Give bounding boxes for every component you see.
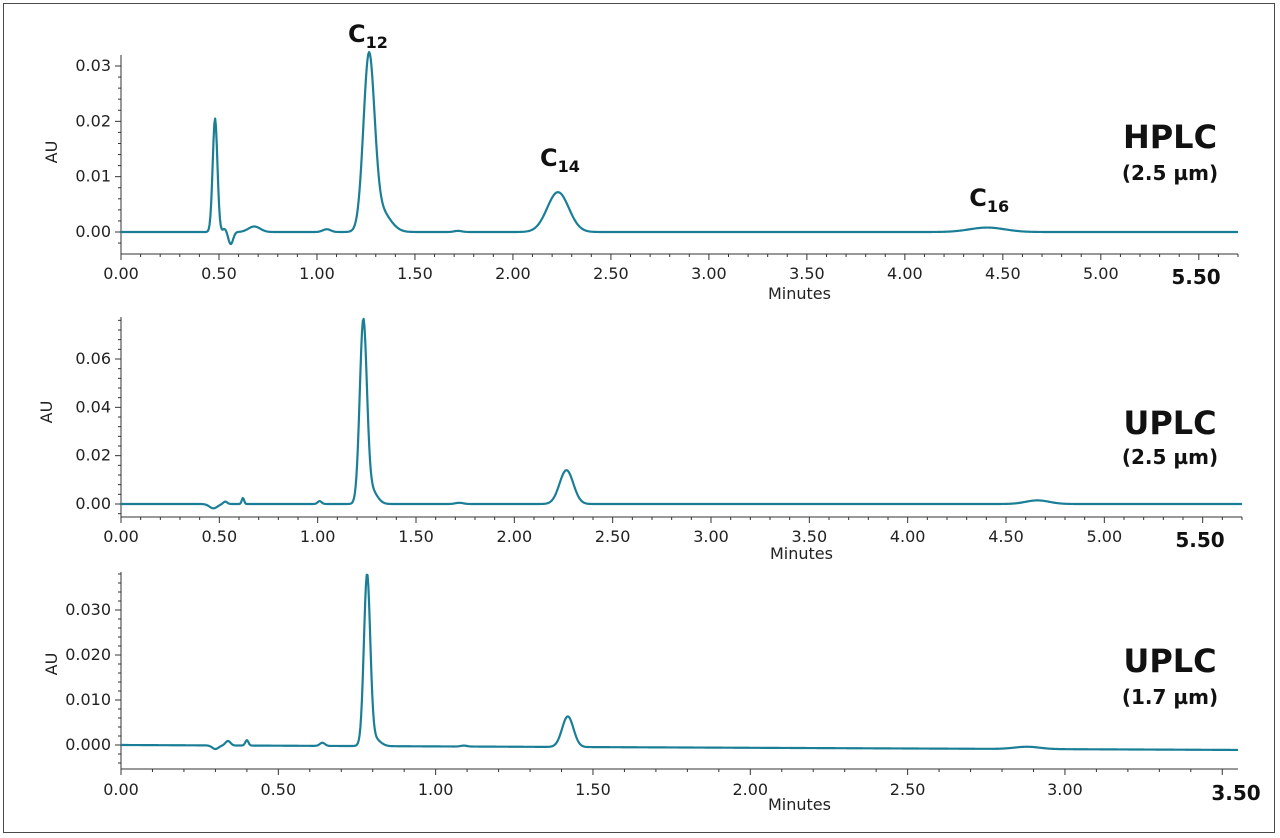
chromatogram-panel-3: 0.000 0.010 0.020 0.030 0.00 0.50 1.00 1.50 2.00… [42,572,1261,814]
x-tick-label: 4.00 [890,527,926,546]
x-tick-label: 3.50 [789,264,825,283]
x-tick-label: 1.00 [418,780,454,799]
x-tick-label: 1.50 [398,527,434,546]
x-tick-label: 4.50 [988,527,1024,546]
y-tick-label: 0.03 [75,56,111,75]
x-tick-label: 3.00 [691,264,727,283]
x-tick-label: 2.00 [732,780,768,799]
x-tick-label: 0.50 [201,264,237,283]
x-tick-label: 5.00 [1083,264,1119,283]
x-tick-label: 4.50 [985,264,1021,283]
x-axis-title: Minutes [768,795,831,814]
chromatogram-trace [120,317,1243,510]
x-tick-label: 3.00 [693,527,729,546]
x-axis-title: Minutes [770,544,833,563]
x-tick-label: 0.00 [103,780,139,799]
x-tick-label: 2.00 [495,264,531,283]
peak-label: C14 [540,144,580,176]
x-tick-label-bold: 5.50 [1171,265,1220,289]
x-tick-label-bold: 5.50 [1175,528,1224,552]
x-tick-label: 0.00 [103,527,139,546]
y-tick-label: 0.010 [65,690,111,709]
x-tick-label: 2.50 [593,264,629,283]
method-label: UPLC [1123,642,1216,680]
peak-label: C12 [348,20,388,52]
particle-size-label: (1.7 µm) [1122,685,1218,709]
y-tick-label: 0.020 [65,645,111,664]
y-tick-label: 0.06 [75,349,111,368]
method-label: HPLC [1123,118,1217,156]
y-axis-title: AU [42,653,61,676]
chromatogram-trace [120,50,1239,246]
figure-frame [3,3,1275,833]
y-tick-label: 0.01 [75,167,111,186]
x-tick-label: 5.00 [1087,527,1123,546]
x-tick-label: 2.50 [890,780,926,799]
y-axis-title: AU [37,401,56,424]
x-tick-label: 1.00 [299,264,335,283]
chromatogram-panel-2: 0.00 0.02 0.04 0.06 0.00 0.50 1.00 1.50 2.00 2.50… [37,317,1243,563]
x-axis-title: Minutes [768,284,831,303]
y-axis-title: AU [42,141,61,164]
y-tick-label: 0.00 [75,222,111,241]
method-label: UPLC [1123,404,1216,442]
particle-size-label: (2.5 µm) [1122,445,1218,469]
x-tick-label: 1.50 [397,264,433,283]
y-tick-label: 0.00 [75,494,111,513]
y-tick-label: 0.02 [75,446,111,465]
particle-size-label: (2.5 µm) [1122,161,1218,185]
x-tick-label: 2.00 [497,527,533,546]
x-tick-label: 1.50 [575,780,611,799]
y-tick-label: 0.030 [65,600,111,619]
x-tick-label: 2.50 [595,527,631,546]
x-tick-label: 0.50 [261,780,297,799]
x-tick-label: 4.00 [887,264,923,283]
x-tick-label: 0.00 [103,264,139,283]
y-tick-label: 0.04 [75,397,111,416]
peak-label: C16 [969,184,1009,216]
y-tick-label: 0.000 [65,735,111,754]
x-tick-label: 0.50 [202,527,238,546]
x-tick-label-bold: 3.50 [1211,781,1260,805]
chromatogram-panel-1: 0.00 0.01 0.02 0.03 0.00 0.50 1.00 1.50 2.00 2.50… [42,20,1239,303]
x-tick-label: 3.00 [1047,780,1083,799]
chromatogram-trace [120,573,1239,752]
x-tick-label: 1.00 [300,527,336,546]
y-tick-label: 0.02 [75,111,111,130]
x-tick-label: 3.50 [792,527,828,546]
